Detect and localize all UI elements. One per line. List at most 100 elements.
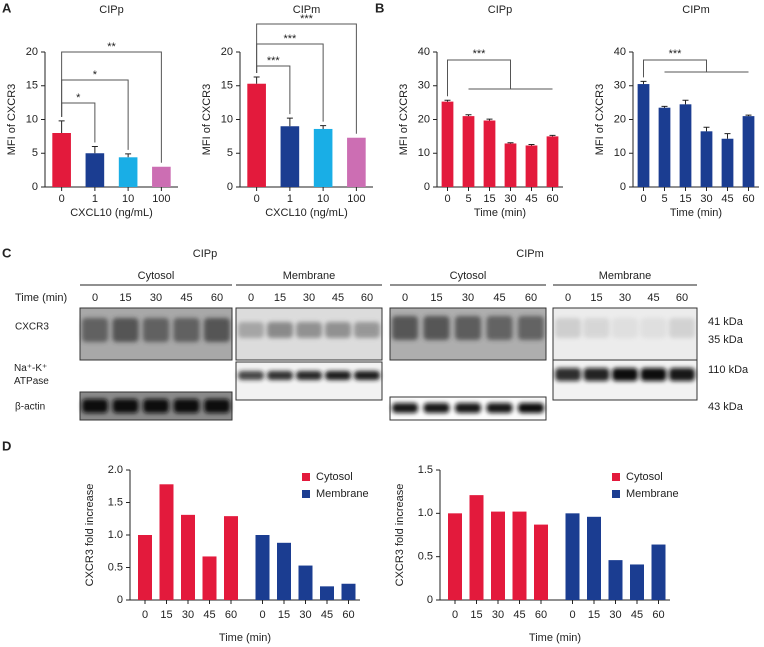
x-tick-label: 0 bbox=[254, 193, 260, 205]
y-tick-label: 0 bbox=[227, 181, 233, 193]
x-tick-label: 30 bbox=[609, 609, 621, 621]
blot-band bbox=[173, 399, 200, 413]
y-tick-label: 30 bbox=[614, 80, 626, 92]
error-bar bbox=[528, 143, 535, 146]
significance-label: *** bbox=[473, 48, 487, 60]
time-label: 60 bbox=[211, 292, 223, 304]
time-label: 60 bbox=[361, 292, 373, 304]
bar bbox=[138, 535, 152, 600]
blot-band bbox=[555, 318, 581, 338]
error-bar bbox=[91, 146, 98, 154]
legend-swatch bbox=[302, 473, 310, 481]
row-label: β-actin bbox=[15, 402, 45, 413]
x-tick-label: 30 bbox=[299, 609, 311, 621]
bar bbox=[630, 564, 644, 600]
bar bbox=[587, 516, 601, 600]
x-tick-label: 5 bbox=[661, 193, 667, 205]
x-tick-label: 60 bbox=[742, 193, 754, 205]
bar bbox=[298, 565, 313, 600]
blot-band bbox=[238, 371, 264, 380]
bar bbox=[651, 544, 666, 600]
x-tick-label: 45 bbox=[721, 193, 733, 205]
blot-title: CIPm bbox=[516, 248, 544, 260]
size-label: 43 kDa bbox=[708, 401, 744, 413]
y-tick-label: 20 bbox=[614, 113, 626, 125]
significance-bracket bbox=[61, 51, 162, 163]
bar bbox=[658, 107, 671, 187]
bar bbox=[742, 116, 755, 187]
x-tick-label: 100 bbox=[152, 193, 170, 205]
blot-band bbox=[455, 403, 481, 413]
legend-label: Cytosol bbox=[626, 471, 663, 483]
bar bbox=[469, 495, 484, 600]
x-tick-label: 45 bbox=[513, 609, 525, 621]
time-label: 30 bbox=[462, 292, 474, 304]
bar bbox=[441, 101, 454, 187]
blot-strip bbox=[235, 361, 383, 401]
blot-band bbox=[267, 322, 293, 338]
blot-band bbox=[423, 316, 450, 340]
bar bbox=[159, 484, 174, 600]
bar bbox=[534, 524, 548, 600]
panel-label: A bbox=[2, 0, 12, 15]
y-tick-label: 0 bbox=[620, 181, 626, 193]
y-tick-label: 1.0 bbox=[108, 529, 123, 541]
bar bbox=[202, 556, 217, 600]
bar bbox=[448, 513, 462, 600]
y-tick-label: 10 bbox=[418, 147, 430, 159]
y-tick-label: 20 bbox=[418, 113, 430, 125]
bar bbox=[504, 143, 517, 187]
legend-label: Membrane bbox=[316, 488, 369, 500]
blot-band bbox=[82, 318, 108, 342]
legend-label: Membrane bbox=[626, 488, 679, 500]
y-tick-label: 10 bbox=[614, 147, 626, 159]
x-axis-label: CXCL10 (ng/mL) bbox=[265, 207, 348, 219]
x-axis-label: Time (min) bbox=[529, 632, 581, 644]
blot-band bbox=[640, 368, 667, 381]
row-label: CXCR3 bbox=[15, 322, 49, 333]
y-tick-label: 0.5 bbox=[108, 561, 123, 573]
x-tick-label: 0 bbox=[452, 609, 458, 621]
size-label: 110 kDa bbox=[708, 364, 749, 376]
time-label: 45 bbox=[647, 292, 659, 304]
blot-band bbox=[296, 322, 322, 338]
x-tick-label: 60 bbox=[652, 609, 664, 621]
blot-band bbox=[669, 368, 695, 381]
x-axis-label: Time (min) bbox=[219, 632, 271, 644]
x-tick-label: 10 bbox=[122, 193, 134, 205]
blot-band bbox=[583, 318, 610, 338]
bar bbox=[608, 560, 623, 600]
bar bbox=[152, 166, 171, 187]
y-tick-label: 20 bbox=[221, 46, 233, 58]
section-label: Cytosol bbox=[138, 270, 175, 282]
x-tick-label: 0 bbox=[569, 609, 575, 621]
bar bbox=[546, 136, 559, 187]
panel-label: D bbox=[2, 438, 11, 453]
y-tick-label: 1.5 bbox=[108, 496, 123, 508]
bar bbox=[483, 120, 496, 187]
time-label: 45 bbox=[493, 292, 505, 304]
blot-band bbox=[204, 399, 230, 413]
time-label: 45 bbox=[332, 292, 344, 304]
y-tick-label: 5 bbox=[32, 147, 38, 159]
x-tick-label: 15 bbox=[679, 193, 691, 205]
y-axis-label: MFI of CXCR3 bbox=[201, 84, 213, 156]
panel-label: C bbox=[2, 245, 12, 260]
blot-title: CIPp bbox=[193, 248, 217, 260]
bar bbox=[347, 137, 366, 187]
x-tick-label: 60 bbox=[342, 609, 354, 621]
blot-band bbox=[296, 371, 322, 380]
time-label: 30 bbox=[303, 292, 315, 304]
chart-title: CIPm bbox=[293, 4, 321, 16]
bar bbox=[512, 511, 527, 600]
bar bbox=[255, 535, 270, 600]
blot-band bbox=[82, 399, 108, 413]
x-tick-label: 15 bbox=[588, 609, 600, 621]
blot-band bbox=[238, 322, 264, 338]
x-tick-label: 15 bbox=[483, 193, 495, 205]
error-bar bbox=[125, 153, 132, 158]
time-label: 15 bbox=[590, 292, 602, 304]
bar bbox=[721, 138, 734, 187]
x-tick-label: 0 bbox=[640, 193, 646, 205]
error-bar bbox=[465, 114, 472, 117]
